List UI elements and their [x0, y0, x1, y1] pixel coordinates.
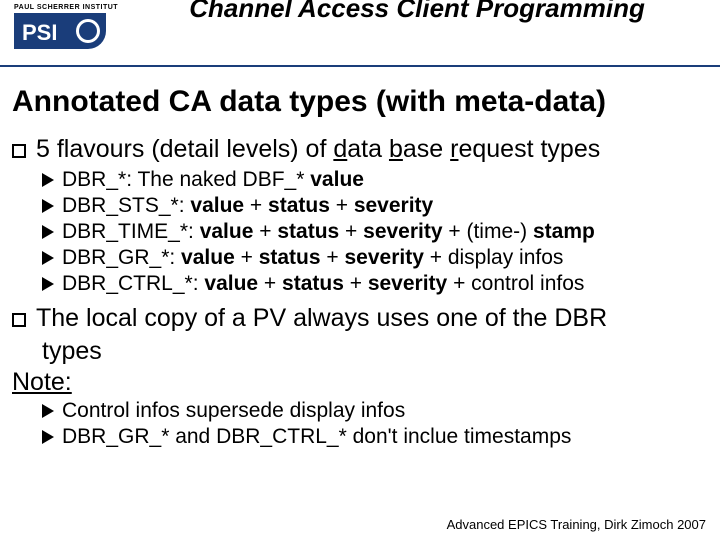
- bullet-2-text-line1: The local copy of a PV always uses one o…: [36, 304, 607, 333]
- sub-bullet-6: Control infos supersede display infos: [42, 399, 708, 423]
- psi-logo-icon: PSI: [14, 13, 106, 49]
- sub-bullet-2-text: DBR_STS_*: value + status + severity: [62, 194, 433, 218]
- slide-footer: Advanced EPICS Training, Dirk Zimoch 200…: [447, 517, 706, 532]
- slide-content: 5 flavours (detail levels) of data base …: [0, 135, 720, 449]
- slide-title: Annotated CA data types (with meta-data): [0, 67, 720, 135]
- svg-text:PSI: PSI: [22, 20, 57, 45]
- sub-bullet-6-text: Control infos supersede display infos: [62, 399, 405, 423]
- triangle-bullet-icon: [42, 404, 54, 418]
- sub-bullet-4-text: DBR_GR_*: value + status + severity + di…: [62, 246, 563, 270]
- triangle-bullet-icon: [42, 251, 54, 265]
- triangle-bullet-icon: [42, 199, 54, 213]
- triangle-bullet-icon: [42, 173, 54, 187]
- triangle-bullet-icon: [42, 225, 54, 239]
- sub-bullet-2: DBR_STS_*: value + status + severity: [42, 194, 708, 218]
- square-bullet-icon: [12, 144, 26, 158]
- sub-bullet-3-text: DBR_TIME_*: value + status + severity + …: [62, 220, 595, 244]
- bullet-1: 5 flavours (detail levels) of data base …: [12, 135, 708, 164]
- sub-bullet-4: DBR_GR_*: value + status + severity + di…: [42, 246, 708, 270]
- sub-bullet-7: DBR_GR_* and DBR_CTRL_* don't inclue tim…: [42, 425, 708, 449]
- sub-bullet-1: DBR_*: The naked DBF_* value: [42, 168, 708, 192]
- bullet-2: The local copy of a PV always uses one o…: [12, 304, 708, 333]
- note-label: Note:: [12, 368, 708, 397]
- sub-bullet-3: DBR_TIME_*: value + status + severity + …: [42, 220, 708, 244]
- triangle-bullet-icon: [42, 277, 54, 291]
- sub-bullet-5: DBR_CTRL_*: value + status + severity + …: [42, 272, 708, 296]
- sub-bullet-1-text: DBR_*: The naked DBF_* value: [62, 168, 364, 192]
- bullet-1-text: 5 flavours (detail levels) of data base …: [36, 135, 600, 164]
- bullet-2-text-line2: types: [42, 337, 708, 366]
- slide-header: PAUL SCHERRER INSTITUT PSI Channel Acces…: [0, 0, 720, 67]
- institute-label: PAUL SCHERRER INSTITUT: [14, 4, 118, 11]
- square-bullet-icon: [12, 313, 26, 327]
- sub-bullet-7-text: DBR_GR_* and DBR_CTRL_* don't inclue tim…: [62, 425, 571, 449]
- triangle-bullet-icon: [42, 430, 54, 444]
- psi-logo: PAUL SCHERRER INSTITUT PSI: [14, 4, 118, 49]
- header-title: Channel Access Client Programming: [128, 0, 706, 24]
- sub-bullet-5-text: DBR_CTRL_*: value + status + severity + …: [62, 272, 584, 296]
